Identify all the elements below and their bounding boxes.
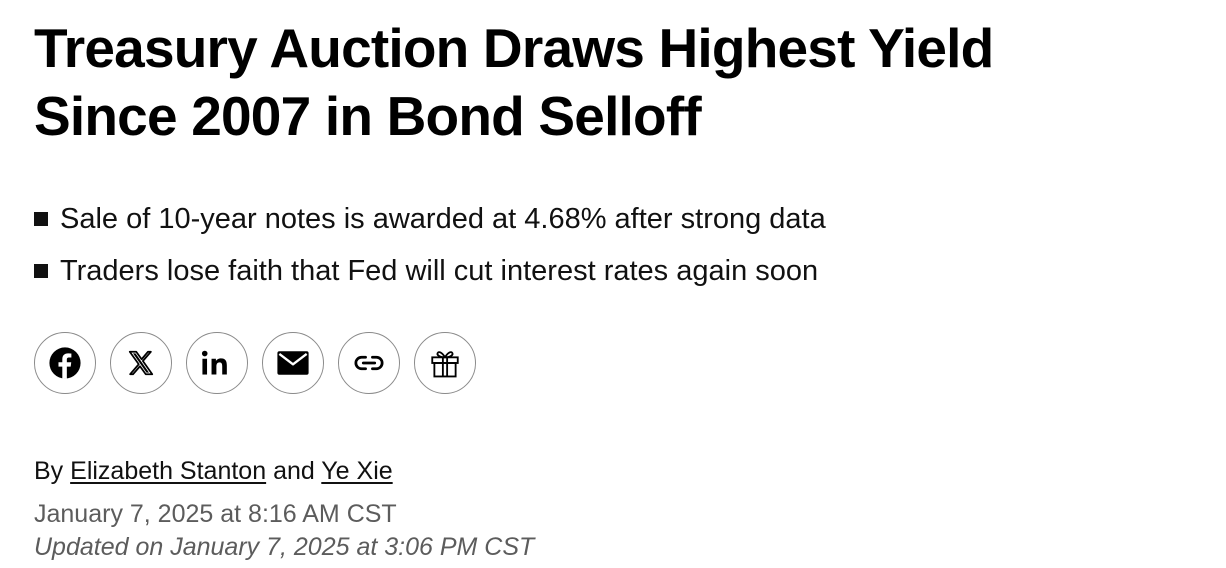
linkedin-icon [201,350,227,375]
bullet-square-icon [34,212,48,226]
article-header: Treasury Auction Draws Highest Yield Sin… [34,14,1214,561]
share-facebook-button[interactable] [34,332,96,394]
summary-bullet-text: Traders lose faith that Fed will cut int… [60,255,819,287]
headline-line-2: Since 2007 in Bond Selloff [34,85,702,147]
share-bar [34,332,490,394]
share-email-button[interactable] [262,332,324,394]
bullet-square-icon [34,264,48,278]
link-icon [354,355,384,371]
byline-prefix: By [34,457,64,485]
summary-bullets: Sale of 10-year notes is awarded at 4.68… [34,193,826,297]
share-x-button[interactable] [110,332,172,394]
copy-link-button[interactable] [338,332,400,394]
summary-bullet: Traders lose faith that Fed will cut int… [34,245,826,297]
author-link-elizabeth-stanton[interactable]: Elizabeth Stanton [70,457,267,485]
facebook-icon [49,347,81,379]
gift-article-button[interactable] [414,332,476,394]
summary-bullet: Sale of 10-year notes is awarded at 4.68… [34,193,826,245]
email-icon [277,351,309,375]
headline-line-1: Treasury Auction Draws Highest Yield [34,17,994,79]
updated-timestamp: Updated on January 7, 2025 at 3:06 PM CS… [34,533,535,561]
summary-bullet-text: Sale of 10-year notes is awarded at 4.68… [60,203,826,235]
x-icon [128,350,154,376]
timestamps: January 7, 2025 at 8:16 AM CST Updated o… [34,498,534,564]
published-timestamp: January 7, 2025 at 8:16 AM CST [34,500,397,528]
byline: By Elizabeth Stanton and Ye Xie [34,454,393,488]
headline: Treasury Auction Draws Highest Yield Sin… [34,14,1214,150]
byline-conjunction: and [273,457,315,485]
author-link-ye-xie[interactable]: Ye Xie [321,457,393,485]
gift-icon [431,351,459,378]
share-linkedin-button[interactable] [186,332,248,394]
